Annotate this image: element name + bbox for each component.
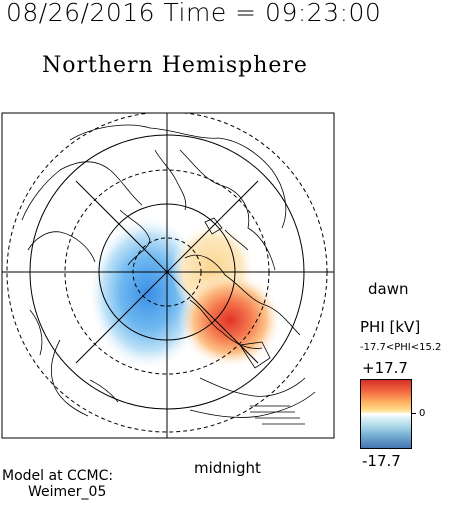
colorbar-zero-tick xyxy=(411,413,416,414)
timestamp: 08/26/2016 Time = 09:23:00 xyxy=(6,0,382,27)
credit-line-1: Model at CCMC: xyxy=(2,468,114,484)
credit-line-2: Weimer_05 xyxy=(28,484,107,500)
positive-potential-cell xyxy=(178,272,282,368)
polar-map xyxy=(1,112,335,439)
meridians xyxy=(2,113,334,438)
coastlines xyxy=(21,124,316,425)
legend-range: -17.7<PHI<15.2 xyxy=(360,342,442,353)
map-frame xyxy=(1,112,335,439)
colorbar xyxy=(360,379,412,449)
legend-quantity: PHI [kV] xyxy=(360,318,421,336)
legend-min-label: -17.7 xyxy=(362,452,401,470)
legend-max-label: +17.7 xyxy=(362,359,408,377)
dawn-label: dawn xyxy=(368,280,409,298)
legend-zero-label: 0 xyxy=(419,408,426,419)
midnight-label: midnight xyxy=(194,459,261,477)
map-title: Northern Hemisphere xyxy=(42,53,308,78)
